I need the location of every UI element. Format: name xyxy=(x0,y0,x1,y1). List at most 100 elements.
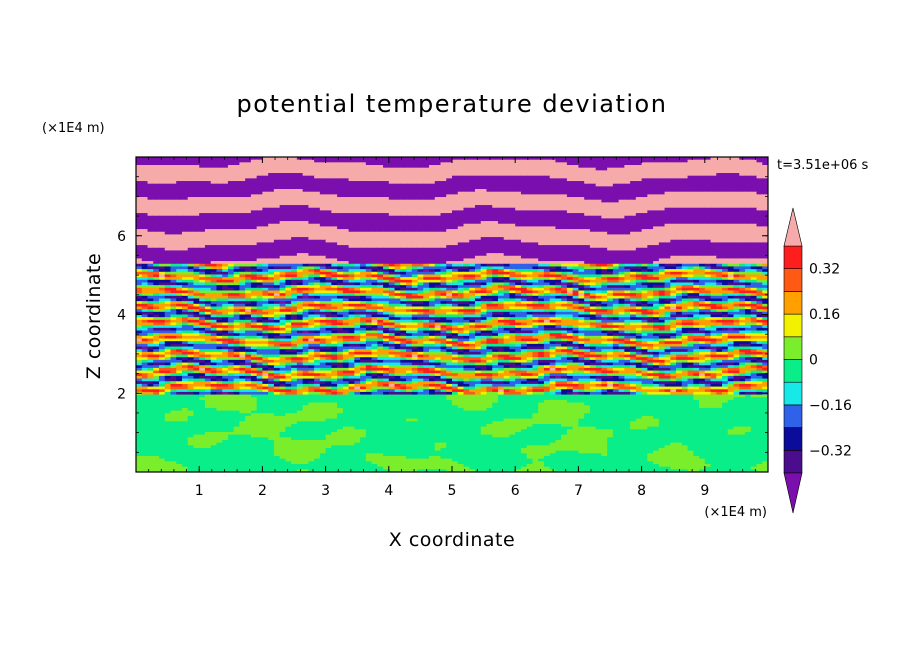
field-cell xyxy=(716,202,723,206)
field-cell xyxy=(520,157,528,161)
field-cell xyxy=(245,223,252,228)
field-cell xyxy=(457,250,465,254)
field-cell xyxy=(423,167,430,171)
field-cell xyxy=(314,183,321,187)
field-cell xyxy=(239,223,246,228)
field-cell xyxy=(199,197,206,201)
field-cell xyxy=(406,191,413,195)
field-cell xyxy=(722,218,729,222)
field-cell xyxy=(279,274,286,278)
field-cell xyxy=(658,213,666,217)
field-cell xyxy=(239,237,246,241)
field-cell xyxy=(520,250,528,254)
field-cell xyxy=(756,215,763,219)
field-cell xyxy=(406,189,413,193)
field-cell xyxy=(268,205,275,209)
field-cell xyxy=(291,165,298,169)
field-cell xyxy=(141,253,149,257)
field-cell xyxy=(750,159,758,163)
field-cell xyxy=(710,183,717,187)
field-cell xyxy=(262,261,269,265)
field-cell xyxy=(693,167,700,171)
field-cell xyxy=(388,175,396,179)
field-cell xyxy=(239,167,246,171)
field-cell xyxy=(549,162,557,166)
field-cell xyxy=(222,271,229,276)
field-cell xyxy=(268,234,275,238)
field-cell xyxy=(204,170,212,174)
field-cell xyxy=(400,157,407,161)
field-cell xyxy=(279,194,286,198)
field-cell xyxy=(601,253,608,257)
field-cell xyxy=(285,191,292,195)
field-cell xyxy=(273,277,281,281)
field-cell xyxy=(520,197,528,201)
field-cell xyxy=(676,245,683,249)
field-cell xyxy=(733,221,740,225)
field-cell xyxy=(670,207,677,211)
field-cell xyxy=(239,202,246,206)
field-cell xyxy=(641,237,648,241)
field-cell xyxy=(296,191,304,195)
field-cell xyxy=(497,215,505,219)
field-cell xyxy=(250,271,258,276)
field-cell xyxy=(457,178,465,182)
field-cell xyxy=(520,207,528,211)
field-cell xyxy=(716,197,723,201)
field-cell xyxy=(273,221,281,225)
field-cell xyxy=(342,202,350,206)
field-cell xyxy=(463,263,470,268)
field-cell xyxy=(388,167,396,171)
field-cell xyxy=(641,173,648,177)
field-cell xyxy=(302,162,309,166)
field-cell xyxy=(176,258,183,262)
field-cell xyxy=(314,157,321,161)
field-cell xyxy=(273,213,281,217)
field-cell xyxy=(612,231,620,236)
field-cell xyxy=(406,242,413,246)
field-cell xyxy=(515,162,522,166)
field-cell xyxy=(474,218,482,222)
field-cell xyxy=(331,210,338,214)
field-cell xyxy=(423,223,430,228)
field-cell xyxy=(538,229,545,233)
field-cell xyxy=(302,239,309,244)
field-cell xyxy=(710,218,717,222)
field-cell xyxy=(388,183,396,187)
field-cell xyxy=(153,186,160,190)
field-cell xyxy=(538,266,545,270)
field-cell xyxy=(446,255,453,260)
field-cell xyxy=(635,215,643,219)
field-cell xyxy=(181,261,189,265)
field-cell xyxy=(532,274,539,278)
field-cell xyxy=(532,213,539,217)
field-cell xyxy=(716,271,723,276)
field-cell xyxy=(153,170,160,174)
field-cell xyxy=(181,170,189,174)
field-cell xyxy=(429,229,436,233)
field-cell xyxy=(474,202,482,206)
field-cell xyxy=(388,165,396,169)
field-cell xyxy=(331,189,338,193)
field-cell xyxy=(187,226,195,230)
field-cell xyxy=(256,253,263,257)
field-cell xyxy=(469,266,476,270)
field-cell xyxy=(365,165,373,169)
field-cell xyxy=(658,271,666,276)
field-cell xyxy=(365,250,373,254)
field-cell xyxy=(176,165,183,169)
field-cell xyxy=(664,245,671,249)
field-cell xyxy=(543,234,551,238)
field-cell xyxy=(578,269,585,273)
field-cell xyxy=(319,175,327,179)
field-cell xyxy=(526,221,534,225)
field-cell xyxy=(641,181,648,185)
field-cell xyxy=(681,165,689,169)
field-cell xyxy=(268,253,275,257)
field-cell xyxy=(199,159,206,163)
field-cell xyxy=(555,194,562,198)
field-cell xyxy=(342,221,350,225)
field-cell xyxy=(589,229,597,233)
field-cell xyxy=(239,234,246,238)
field-cell xyxy=(641,266,648,270)
